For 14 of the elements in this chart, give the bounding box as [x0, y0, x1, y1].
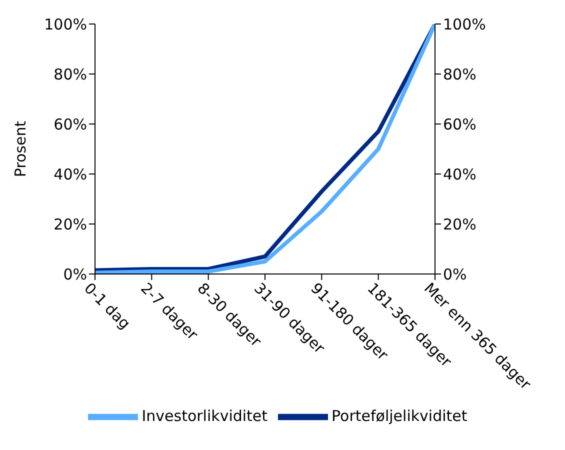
legend-label: Investorlikviditet	[142, 407, 268, 426]
y-tick-label: 20%	[54, 215, 87, 234]
y2-tick-label: 60%	[443, 115, 476, 134]
y2-tick-label: 0%	[443, 265, 467, 284]
y-tick-label: 100%	[44, 15, 87, 34]
y2-tick-label: 20%	[443, 215, 476, 234]
y2-tick-label: 80%	[443, 65, 476, 84]
y2-tick-label: 100%	[443, 15, 486, 34]
y-tick-label: 40%	[54, 165, 87, 184]
legend-label: Porteføljelikviditet	[332, 407, 468, 426]
y-axis-title: Prosent	[11, 120, 30, 178]
y-tick-label: 60%	[54, 115, 87, 134]
y2-tick-label: 40%	[443, 165, 476, 184]
y-tick-label: 80%	[54, 65, 87, 84]
